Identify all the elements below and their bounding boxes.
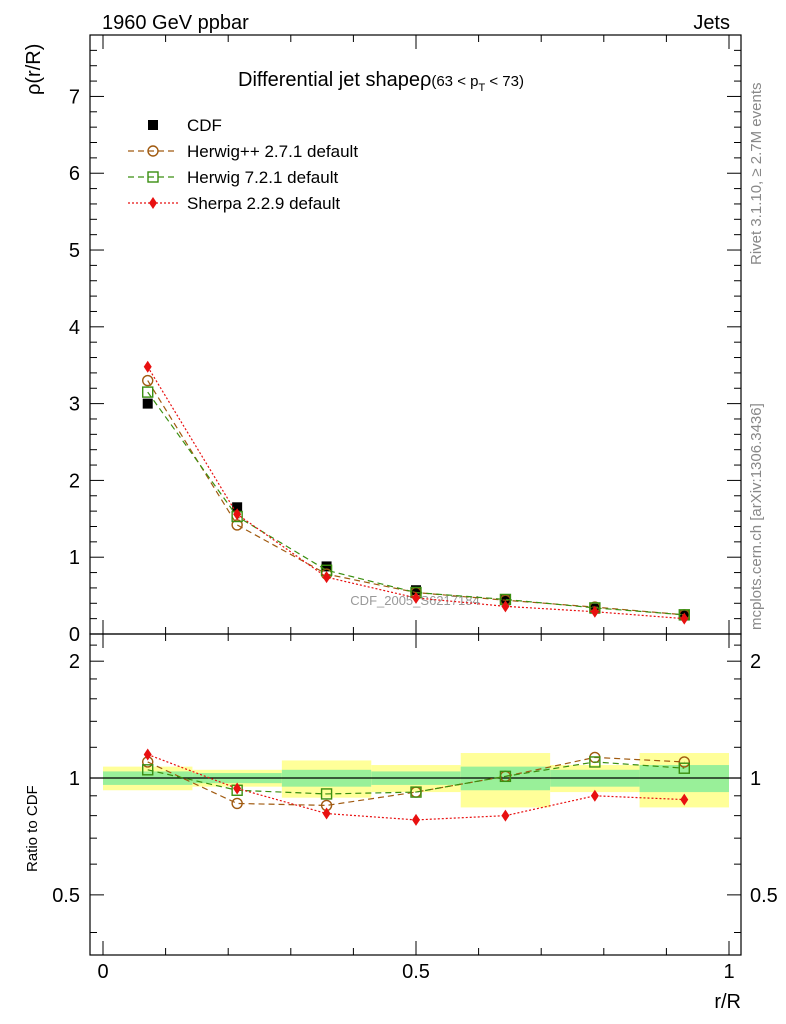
main-ticks: 0 1 2 3 4 5 6 7 (69, 35, 741, 646)
ratio-point-herwig-7-2-1-default (410, 786, 422, 798)
main-point-cdf (232, 502, 243, 513)
main-title-cut-end: < 73) (485, 73, 524, 90)
main-title-cut-sub: T (478, 82, 485, 94)
main-point-sherpa-2-2-9-default (590, 605, 599, 618)
ratio-panel: 0.5 0.5 1 1 2 2 0 0.5 1 Ratio to CDF r/R (24, 633, 778, 1013)
ratio-point-herwig-7-2-1-default (589, 756, 601, 768)
ratio-y-tick-label-right: 0.5 (750, 885, 778, 907)
main-point-sherpa-2-2-9-default (412, 591, 420, 604)
x-tick-label: 0.5 (402, 961, 430, 983)
main-y-tick-label: 0 (69, 624, 80, 646)
x-tick-label: 1 (723, 961, 734, 983)
ratio-point-sherpa-2-2-9-default (143, 748, 152, 761)
main-y-tick-label: 3 (69, 394, 80, 416)
main-y-tick-label: 7 (69, 86, 80, 108)
main-title-cut: (63 < p (431, 73, 478, 90)
main-point-cdf (411, 585, 421, 596)
ratio-point-herwig-7-2-1-default (678, 762, 690, 774)
ratio-y-axis-label: Ratio to CDF (24, 785, 41, 872)
ratio-point-herwig-7-2-1-default (320, 788, 333, 800)
energy-label: 1960 GeV ppbar (102, 12, 249, 34)
main-y-tick-label: 1 (69, 547, 80, 569)
ratio-bands (90, 753, 741, 808)
main-y-axis-label: ρ(r/R) (23, 44, 45, 95)
main-point-sherpa-2-2-9-default (501, 600, 510, 613)
main-series-layer (142, 360, 690, 625)
main-title-text: Differential jet shapeρ (238, 69, 431, 91)
ratio-point-sherpa-2-2-9-default (322, 807, 331, 820)
ratio-point-herwig-2-7-1-default (231, 797, 243, 810)
legend-label-herwig-2-7-1-default: Herwig++ 2.7.1 default (187, 142, 358, 161)
ratio-point-sherpa-2-2-9-default (233, 782, 242, 795)
main-point-sherpa-2-2-9-default (233, 508, 242, 521)
x-tick-label: 0 (97, 961, 108, 983)
ratio-point-herwig-7-2-1-default (499, 770, 512, 783)
legend: CDF Herwig++ 2.7.1 default Herwig 7.2.1 de… (128, 116, 358, 213)
legend-label-cdf: CDF (187, 116, 222, 135)
ratio-y-tick-label: 2 (69, 651, 80, 673)
ratio-point-herwig-7-2-1-default (142, 764, 154, 776)
ratio-point-herwig-2-7-1-default (678, 756, 690, 768)
ratio-point-sherpa-2-2-9-default (501, 809, 510, 822)
legend-marker-cdf (148, 120, 158, 130)
main-point-cdf (321, 561, 332, 572)
ratio-ticks: 0.5 0.5 1 1 2 2 0 0.5 1 (52, 634, 778, 983)
main-point-sherpa-2-2-9-default (680, 612, 689, 625)
ratio-point-sherpa-2-2-9-default (680, 793, 689, 806)
main-point-sherpa-2-2-9-default (143, 360, 152, 373)
ratio-y-tick-label: 0.5 (52, 885, 80, 907)
main-point-herwig-2-7-1-default (142, 374, 154, 387)
rivet-version-label: Rivet 3.1.10, ≥ 2.7M events (748, 83, 765, 266)
ratio-y-tick-label-right: 2 (750, 651, 761, 673)
main-y-tick-label: 2 (69, 470, 80, 492)
legend-marker-herwig-7-2-1-default (147, 171, 159, 183)
main-line-herwig-2-7-1-default (147, 380, 685, 616)
main-point-sherpa-2-2-9-default (322, 571, 331, 584)
main-y-tick-label: 5 (69, 240, 80, 262)
legend-label-herwig-7-2-1-default: Herwig 7.2.1 default (187, 168, 338, 187)
process-label: Jets (693, 12, 730, 34)
main-line-sherpa-2-2-9-default (147, 366, 685, 620)
main-point-cdf (142, 398, 153, 409)
main-y-tick-label: 6 (69, 163, 80, 185)
legend-marker-sherpa-2-2-9-default (149, 197, 157, 209)
ratio-y-tick-label-right: 1 (750, 768, 761, 790)
main-point-herwig-7-2-1-default (142, 386, 154, 398)
legend-label-sherpa-2-2-9-default: Sherpa 2.2.9 default (187, 194, 340, 213)
ratio-point-sherpa-2-2-9-default (412, 813, 420, 826)
ratio-series-layer (142, 748, 690, 826)
main-y-tick-label: 4 (69, 317, 80, 339)
ratio-y-tick-label: 1 (69, 768, 80, 790)
main-line-herwig-7-2-1-default (147, 391, 685, 616)
main-title: Differential jet shapeρ(63 < pT < 73) (238, 69, 524, 94)
ratio-point-sherpa-2-2-9-default (590, 789, 599, 802)
legend-marker-herwig-2-7-1-default (147, 145, 159, 157)
x-axis-label: r/R (714, 991, 741, 1013)
mcplots-label: mcplots.cern.ch [arXiv:1306.3436] (748, 403, 765, 630)
